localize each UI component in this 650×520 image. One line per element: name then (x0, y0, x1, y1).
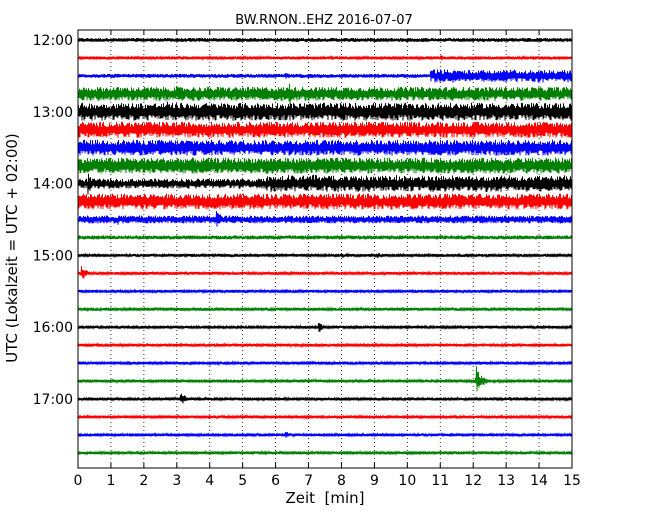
x-tick-label: 15 (563, 473, 581, 489)
trace-16:15 (77, 342, 573, 349)
trace-12:15 (77, 54, 573, 62)
trace-13:00 (77, 101, 573, 121)
x-axis-label: Zeit [min] (285, 489, 364, 507)
trace-12:30 (77, 69, 573, 83)
x-tick-label: 2 (139, 473, 148, 489)
trace-14:00 (77, 173, 573, 195)
x-tick-label: 4 (205, 473, 214, 489)
x-tick-label: 13 (497, 473, 515, 489)
y-tick-label: 17:00 (33, 392, 73, 408)
trace-17:00 (77, 393, 573, 404)
trace-16:45 (77, 366, 573, 392)
y-tick-label: 12:00 (33, 33, 73, 49)
trace-14:45 (77, 234, 573, 241)
trace-14:15 (77, 193, 573, 210)
trace-12:45 (77, 83, 573, 105)
x-tick-label: 10 (398, 473, 416, 489)
trace-14:30 (77, 211, 573, 227)
x-tick-label: 12 (464, 473, 482, 489)
x-tick-label: 11 (431, 473, 449, 489)
trace-13:15 (77, 121, 573, 138)
traces (77, 37, 573, 456)
x-tick-label: 7 (304, 473, 313, 489)
trace-16:30 (77, 360, 573, 367)
y-axis-label: UTC (Lokalzeit = UTC + 02:00) (3, 133, 21, 363)
trace-17:45 (77, 449, 573, 456)
trace-17:30 (77, 431, 573, 439)
plot-frame (77, 29, 573, 469)
trace-15:00 (77, 252, 573, 259)
x-tick-label: 6 (271, 473, 280, 489)
trace-15:15 (77, 266, 573, 279)
x-tick-label: 9 (370, 473, 379, 489)
x-tick-label: 14 (530, 473, 548, 489)
trace-17:15 (77, 413, 573, 420)
trace-12:00 (77, 37, 573, 43)
x-axis: 0 1 2 3 4 5 6 7 8 9 10 11 12 13 14 15 (74, 30, 581, 489)
x-tick-label: 0 (74, 473, 83, 489)
y-tick-label: 15:00 (33, 248, 73, 264)
trace-13:30 (77, 139, 573, 156)
x-tick-label: 8 (337, 473, 346, 489)
y-tick-label: 14:00 (33, 177, 73, 193)
trace-16:00 (77, 323, 573, 332)
trace-15:30 (77, 288, 573, 295)
x-tick-label: 5 (238, 473, 247, 489)
y-tick-label: 13:00 (33, 105, 73, 121)
chart-title: BW.RNON..EHZ 2016-07-07 (235, 13, 413, 28)
y-tick-label: 16:00 (33, 320, 73, 336)
x-tick-label: 1 (106, 473, 115, 489)
trace-13:45 (77, 157, 573, 174)
y-axis: 12:00 13:00 14:00 15:00 16:00 17:00 (33, 33, 572, 408)
trace-15:45 (77, 306, 573, 313)
x-tick-label: 3 (172, 473, 181, 489)
